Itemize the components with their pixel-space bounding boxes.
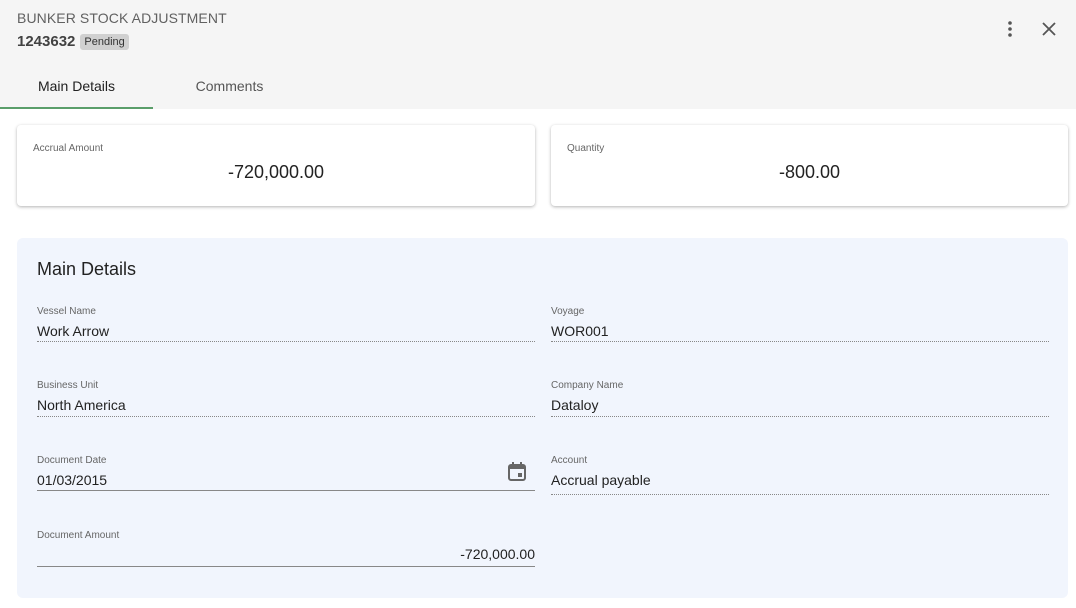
field-value: Work Arrow <box>37 323 110 339</box>
status-badge: Pending <box>80 33 129 50</box>
kpi-label: Quantity <box>567 143 605 154</box>
field-label: Document Date <box>37 455 107 466</box>
voyage-field: Voyage WOR001 <box>551 306 1049 342</box>
tab-comments[interactable]: Comments <box>195 78 264 94</box>
tab-content: Accrual Amount -720,000.00 Quantity -800… <box>0 109 1076 608</box>
field-label: Account <box>551 455 588 466</box>
close-button[interactable] <box>1038 18 1060 40</box>
document-amount-field[interactable]: Document Amount -720,000.00 <box>37 530 535 567</box>
vessel-name-field: Vessel Name Work Arrow <box>37 306 535 342</box>
header-title: BUNKER STOCK ADJUSTMENT <box>17 10 227 26</box>
field-value: Dataloy <box>551 397 599 413</box>
record-id: 1243632 <box>17 33 76 50</box>
kpi-value: -720,000.00 <box>227 162 325 182</box>
kpi-accrual-amount: Accrual Amount -720,000.00 <box>17 125 535 206</box>
field-label: Business Unit <box>37 380 99 391</box>
field-value[interactable]: 01/03/2015 <box>37 472 108 488</box>
more-vertical-icon <box>1008 21 1012 37</box>
field-label: Company Name <box>551 380 624 391</box>
record-header: 1243632 Pending <box>17 33 129 50</box>
field-value: Accrual payable <box>551 472 651 488</box>
business-unit-field: Business Unit North America <box>37 380 535 417</box>
close-icon <box>1042 22 1056 36</box>
company-name-field: Company Name Dataloy <box>551 380 1049 417</box>
panel-title: Main Details <box>37 259 137 279</box>
field-label: Vessel Name <box>37 306 96 317</box>
tab-main-details[interactable]: Main Details <box>0 66 153 109</box>
field-label: Voyage <box>551 306 585 317</box>
kpi-label: Accrual Amount <box>33 143 104 154</box>
document-date-field[interactable]: Document Date 01/03/2015 <box>37 455 535 491</box>
field-value: North America <box>37 397 126 413</box>
account-field: Account Accrual payable <box>551 455 1049 495</box>
main-details-panel: Main Details Vessel Name Work Arrow Voya… <box>17 238 1068 598</box>
tab-bar: Main Details Comments <box>0 66 306 109</box>
field-value[interactable]: -720,000.00 <box>460 546 535 562</box>
field-value: WOR001 <box>551 323 609 339</box>
calendar-icon[interactable] <box>508 462 526 481</box>
more-menu-button[interactable] <box>999 18 1021 40</box>
kpi-value: -800.00 <box>778 162 841 182</box>
field-label: Document Amount <box>37 530 120 541</box>
kpi-quantity: Quantity -800.00 <box>551 125 1068 206</box>
